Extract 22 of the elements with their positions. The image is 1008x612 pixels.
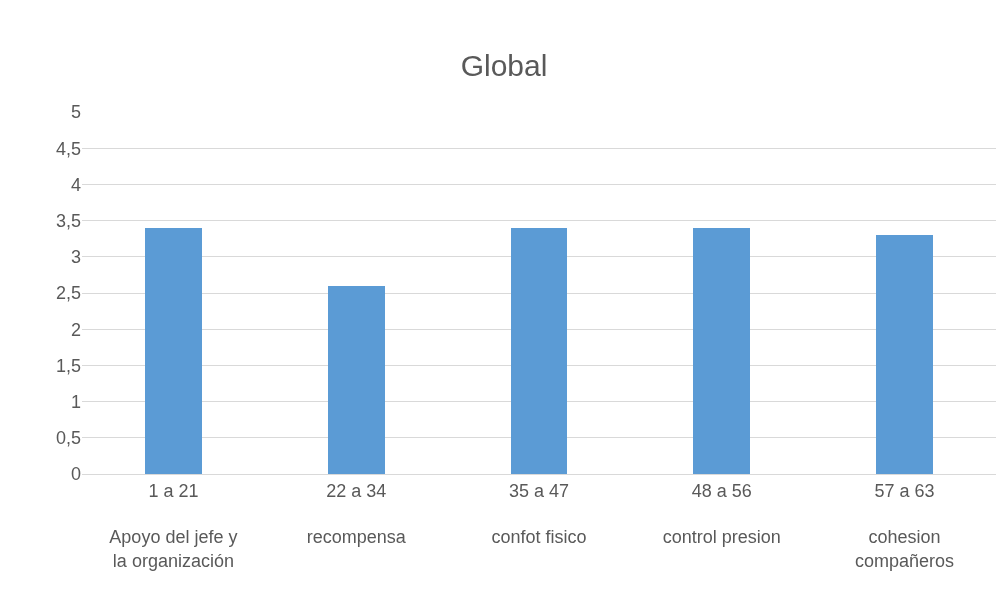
bar xyxy=(693,227,751,474)
chart-title: Global xyxy=(460,49,548,83)
y-tick-label: 4 xyxy=(70,174,81,195)
y-tick-label: 3,5 xyxy=(55,210,81,231)
y-tick-label: 2 xyxy=(70,319,81,340)
bar xyxy=(510,227,568,474)
category-label: 22 a 34 recompensa xyxy=(306,480,406,548)
y-tick-label: 0 xyxy=(70,464,81,485)
category-label: 1 a 21 Apoyo del jefe y la organización xyxy=(109,480,238,571)
category-label: 35 a 47 confot fisico xyxy=(491,480,587,548)
y-tick-label: 1 xyxy=(70,391,81,412)
category-label: 48 a 56 control presion xyxy=(662,480,781,548)
y-tick-label: 0,5 xyxy=(55,428,81,449)
y-tick-label: 4,5 xyxy=(55,138,81,159)
y-tick-label: 2,5 xyxy=(55,283,81,304)
category-label: 57 a 63 cohesion compañeros xyxy=(855,480,955,571)
bar xyxy=(876,235,933,474)
bar xyxy=(145,227,202,474)
bar xyxy=(327,285,385,474)
y-tick-label: 5 xyxy=(70,102,81,123)
y-tick-label: 3 xyxy=(70,247,81,268)
y-tick-label: 1,5 xyxy=(55,355,81,376)
